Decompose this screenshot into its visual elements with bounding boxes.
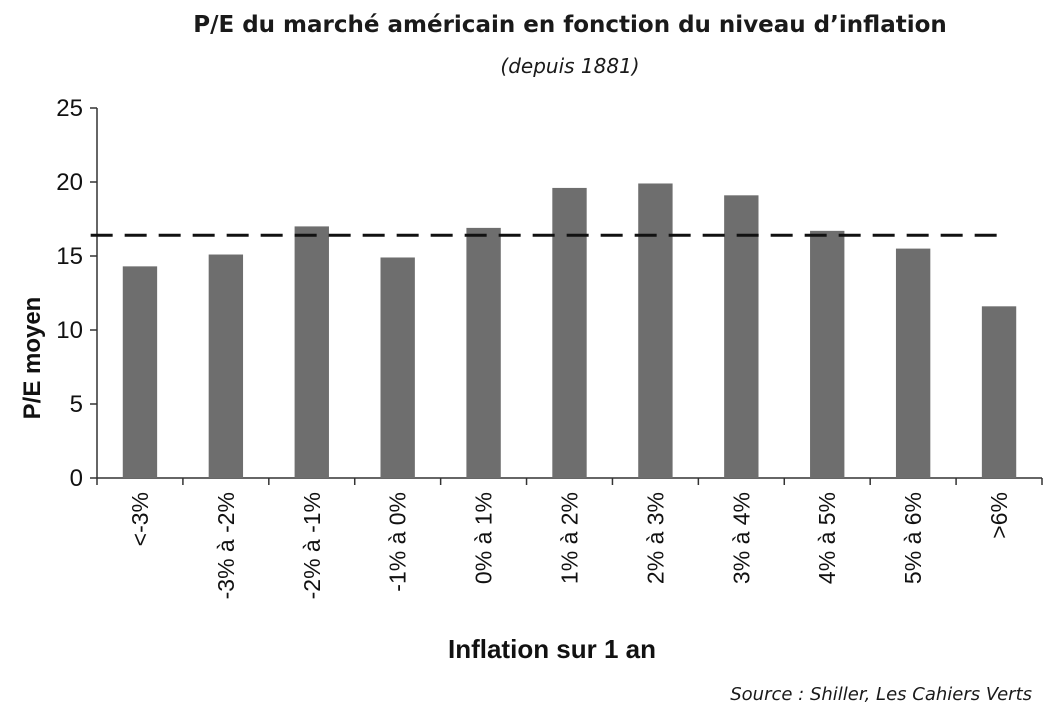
bar: [466, 227, 501, 478]
x-tick-label: 0% à 1%: [471, 492, 497, 584]
y-tick-label: 25: [56, 95, 83, 122]
x-tick-label: -3% à -2%: [213, 492, 239, 599]
x-axis-label: Inflation sur 1 an: [448, 634, 656, 664]
y-tick-label: 5: [70, 391, 83, 418]
y-axis-label: P/E moyen: [19, 297, 46, 420]
bar: [895, 248, 931, 478]
x-tick-label: 5% à 6%: [900, 492, 926, 584]
bar: [638, 183, 673, 479]
bar: [724, 195, 759, 478]
bar: [122, 266, 158, 478]
y-tick-label: 20: [56, 169, 83, 196]
bar: [552, 187, 587, 479]
x-tick-label: 1% à 2%: [557, 492, 583, 584]
y-tick-label: 10: [56, 317, 83, 344]
y-tick-label: 0: [70, 465, 83, 492]
y-tick-label: 15: [56, 243, 83, 270]
chart-subtitle: (depuis 1881): [500, 54, 640, 78]
x-tick-label: -2% à -1%: [299, 492, 325, 599]
chart-title: P/E du marché américain en fonction du n…: [193, 12, 947, 38]
bar: [380, 257, 415, 478]
x-tick-label: <-3%: [127, 492, 153, 546]
bar: [208, 254, 244, 478]
x-tick-label: -1% à 0%: [385, 492, 411, 592]
x-tick-label: 3% à 4%: [728, 492, 754, 584]
bar: [810, 230, 845, 478]
bar: [981, 306, 1017, 478]
x-tick-label: 4% à 5%: [814, 492, 840, 584]
source-note: Source : Shiller, Les Cahiers Verts: [730, 684, 1032, 705]
bar: [294, 226, 329, 478]
x-tick-label: >6%: [986, 492, 1012, 539]
x-tick-label: 2% à 3%: [642, 492, 668, 584]
